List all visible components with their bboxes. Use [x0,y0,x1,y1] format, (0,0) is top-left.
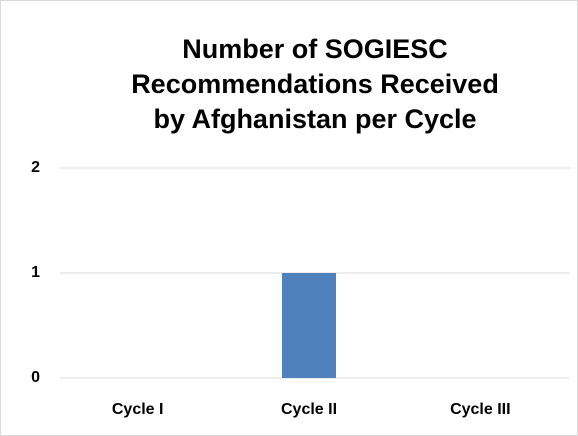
y-tick-label: 2 [31,159,40,176]
chart-title: Number of SOGIESC Recommendations Receiv… [131,34,499,134]
x-tick-label: Cycle III [450,401,510,418]
x-tick-label: Cycle I [112,401,164,418]
y-tick-label: 0 [31,369,40,386]
x-tick-label: Cycle II [281,401,337,418]
y-tick-label: 1 [31,264,40,281]
bar [282,273,336,378]
